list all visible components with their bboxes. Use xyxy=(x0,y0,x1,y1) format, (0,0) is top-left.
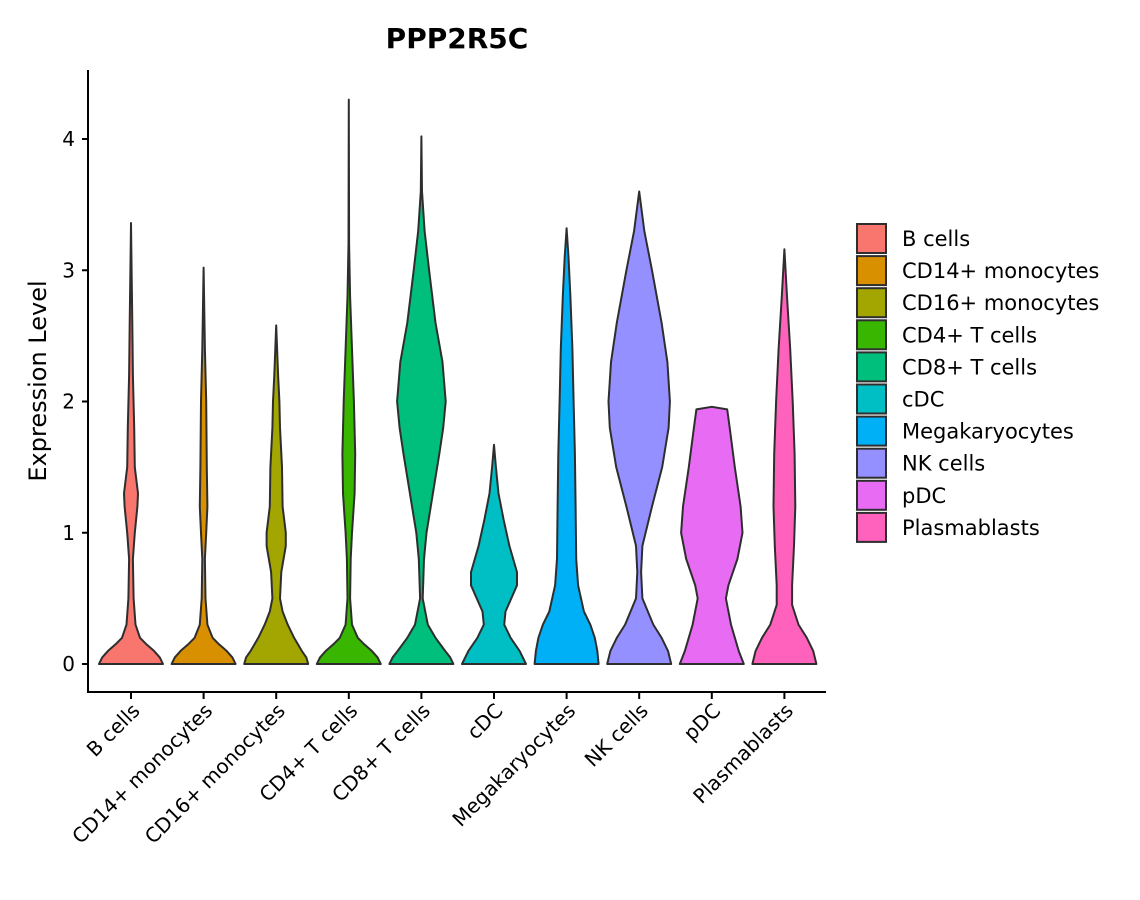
y-tick-label: 1 xyxy=(62,521,75,545)
legend-label-cdc: cDC xyxy=(902,388,944,412)
violin-cdc xyxy=(461,443,527,665)
y-tick-label: 3 xyxy=(62,258,75,282)
violin-cd8plus-t-cells xyxy=(388,135,455,665)
legend-key-cd14plus-monocytes xyxy=(856,255,887,287)
legend-label-cd4plus-t-cells: CD4+ T cells xyxy=(902,323,1037,347)
x-tick-label-megakaryocytes: Megakaryocytes xyxy=(447,699,580,832)
x-tick-label-cd14plus-monocytes: CD14+ monocytes xyxy=(67,699,217,849)
legend-key-plasmablasts xyxy=(856,511,887,543)
violin-cd16plus-monocytes xyxy=(243,324,310,665)
legend-key-b-cells xyxy=(856,223,887,254)
legend: B cells CD14+ monocytes CD16+ monocytes CD4… xyxy=(856,223,1099,543)
x-tick-label-b-cells: B cells xyxy=(82,699,145,762)
legend-label-cd14plus-monocytes: CD14+ monocytes xyxy=(902,259,1099,283)
violin-b-cells xyxy=(98,222,164,665)
legend-label-megakaryocytes: Megakaryocytes xyxy=(902,420,1074,444)
chart-title: PPP2R5C xyxy=(386,22,529,55)
violin-cd4plus-t-cells xyxy=(315,98,382,665)
y-tick-label: 0 xyxy=(62,652,75,676)
violin-cd14plus-monocytes xyxy=(170,266,237,665)
legend-label-nk-cells: NK cells xyxy=(902,452,985,476)
x-tick-label-nk-cells: NK cells xyxy=(580,699,653,772)
violin-plasmablasts xyxy=(751,248,818,665)
violin-megakaryocytes xyxy=(533,227,600,665)
legend-key-nk-cells xyxy=(856,447,887,479)
legend-key-megakaryocytes xyxy=(856,415,887,447)
legend-label-plasmablasts: Plasmablasts xyxy=(902,516,1040,540)
legend-key-cd8plus-t-cells xyxy=(856,351,887,383)
violin-nk-cells xyxy=(606,190,673,665)
y-axis-title: Expression Level xyxy=(24,280,52,481)
legend-key-pdc xyxy=(856,479,887,511)
violin-pdc xyxy=(678,405,745,665)
y-axis-ticks: 0 1 2 3 4 xyxy=(62,127,88,676)
x-tick-label-pdc: pDC xyxy=(679,699,726,746)
legend-label-cd16plus-monocytes: CD16+ monocytes xyxy=(902,291,1099,315)
y-tick-label: 2 xyxy=(62,390,75,414)
y-tick-label: 4 xyxy=(62,127,75,151)
violins-group xyxy=(98,98,818,665)
legend-key-cd16plus-monocytes xyxy=(856,287,887,319)
x-tick-label-cdc: cDC xyxy=(462,699,508,745)
legend-label-cd8plus-t-cells: CD8+ T cells xyxy=(902,355,1037,379)
x-tick-label-cd16plus-monocytes: CD16+ monocytes xyxy=(140,699,290,849)
legend-label-pdc: pDC xyxy=(902,484,946,508)
legend-key-cdc xyxy=(856,383,887,415)
legend-key-cd4plus-t-cells xyxy=(856,319,887,351)
legend-label-b-cells: B cells xyxy=(902,227,970,251)
